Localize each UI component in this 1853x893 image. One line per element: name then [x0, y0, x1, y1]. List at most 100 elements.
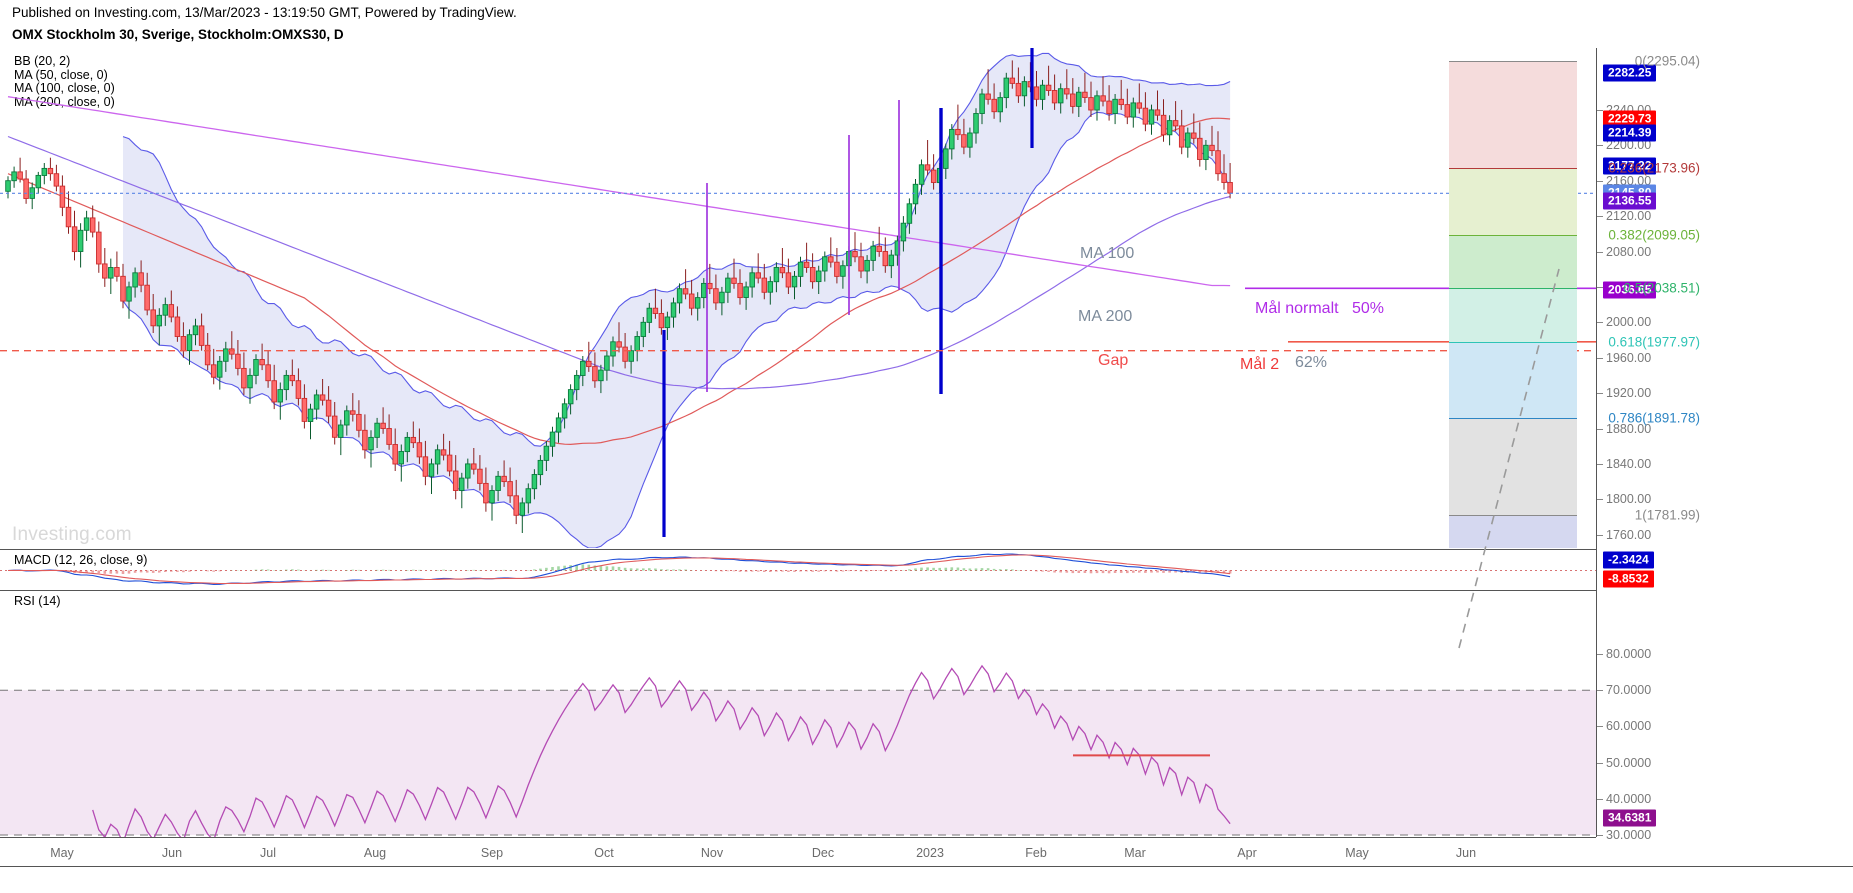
date-label: Feb: [1025, 846, 1047, 860]
axis-tick-label: 1800.00: [1606, 492, 1652, 507]
rsi-chart-svg: [0, 664, 1596, 837]
legend-item-ma50: MA (50, close, 0): [14, 67, 108, 82]
axis-tick: [1597, 251, 1603, 253]
macd-chart-svg: [0, 553, 1596, 586]
date-label: Apr: [1237, 846, 1257, 860]
mal2-label: Mål 2: [1240, 356, 1280, 373]
bb-mid-badge: 2177.22: [1603, 157, 1657, 174]
legend-item-ma100: MA (100, close, 0): [14, 81, 115, 96]
fib-618-line: [1449, 341, 1577, 343]
axis-tick: [1597, 428, 1603, 430]
rsi-axis-tick-label: 80.0000: [1606, 647, 1652, 661]
axis-tick-label: 1920.00: [1606, 386, 1652, 401]
axis-tick-label: 2120.00: [1606, 209, 1652, 224]
rsi-indicator-label: RSI (14): [14, 594, 61, 608]
date-axis[interactable]: May Jun Jul Aug Sep Oct Nov Dec 2023 Feb Mar Apr May…: [0, 837, 1596, 868]
date-label: May: [50, 846, 74, 860]
rsi-axis-tick-label: 50.0000: [1606, 755, 1652, 770]
date-label: Jun: [1455, 846, 1477, 860]
rsi-value-badge: 34.6381: [1603, 809, 1657, 827]
date-label: Jun: [161, 846, 183, 860]
fib-786-band: [1449, 418, 1577, 516]
fib-236-label: 0.236(2173.96): [1608, 160, 1700, 176]
date-label: May: [1345, 846, 1369, 860]
close-badge: 2229.73: [1603, 110, 1657, 128]
indicator-legend: BB (20, 2) MA (50, close, 0) MA (100, cl…: [14, 54, 115, 109]
fib-500-band: [1449, 288, 1577, 342]
fib-0-band: [1449, 61, 1577, 169]
axis-tick: [1597, 463, 1603, 465]
fib-382-label: 0.382(2099.05): [1608, 227, 1700, 243]
fib-618-band: [1449, 341, 1577, 419]
rsi-axis-tick: [1597, 654, 1603, 655]
fib-0-label: 0(2295.04): [1634, 53, 1700, 69]
legend-item-ma200: MA (200, close, 0): [14, 94, 115, 109]
price-chart-svg: [0, 48, 1596, 548]
bb-upper-badge: 2282.25: [1603, 64, 1657, 82]
watermark-suffix: .com: [89, 524, 132, 545]
fib-1-label: 1(1781.99): [1634, 507, 1700, 523]
fib-500-label: 0.5(2038.51): [1623, 280, 1700, 296]
legend-item-bb: BB (20, 2): [14, 54, 71, 68]
symbol-title: OMX Stockholm 30, Sverige, Stockholm:OMX…: [12, 27, 344, 42]
panel-separator-1: [0, 549, 1596, 550]
rsi-axis-tick-label: 30.0000: [1606, 828, 1652, 842]
axis-tick-label: 1880.00: [1606, 421, 1652, 436]
axis-tick-label: 2080.00: [1606, 244, 1652, 259]
fib-786-line: [1449, 418, 1577, 420]
investing-watermark: Investing.com: [12, 524, 132, 546]
axis-tick: [1597, 393, 1603, 395]
ma50-badge: 2214.39: [1603, 124, 1657, 142]
date-label: Mar: [1124, 846, 1146, 860]
mal-normalt-pct: 50%: [1352, 300, 1385, 317]
bottom-bar: [0, 866, 1853, 893]
rsi-axis-tick-label: 70.0000: [1606, 683, 1652, 698]
macd-panel[interactable]: [0, 551, 1596, 590]
fib-786-label: 0.786(1891.78): [1608, 410, 1700, 426]
axis-tick: [1597, 534, 1603, 536]
fib-1-line: [1449, 515, 1577, 517]
rsi-axis-tick: [1597, 762, 1603, 764]
axis-tick: [1597, 109, 1603, 111]
fib-236-band: [1449, 168, 1577, 235]
fib-382-line: [1449, 234, 1577, 236]
ma100-badge: 2136.55: [1603, 192, 1657, 210]
fib-382-band: [1449, 234, 1577, 289]
date-label: Dec: [811, 846, 835, 860]
date-label: 2023: [916, 846, 944, 860]
axis-tick-label: 1840.00: [1606, 456, 1652, 471]
macd-signal-badge: -8.8532: [1603, 570, 1654, 588]
ma200-badge: 2036.65: [1603, 281, 1657, 299]
watermark-main: Investing: [12, 524, 90, 545]
panel-separator-2: [0, 590, 1596, 591]
fib-1-band: [1449, 515, 1577, 548]
rsi-axis-tick-label: 60.0000: [1606, 719, 1652, 734]
axis-tick: [1597, 216, 1603, 218]
rsi-axis-tick-label: 40.0000: [1606, 791, 1652, 806]
ma100-label: MA 100: [1080, 245, 1135, 262]
price-panel[interactable]: [0, 48, 1596, 548]
axis-tick: [1597, 286, 1603, 288]
fib-500-line: [1449, 288, 1577, 290]
axis-tick-label: 2200.00: [1606, 138, 1652, 153]
rsi-panel[interactable]: [0, 592, 1596, 837]
date-label: Aug: [363, 846, 387, 860]
macd-line-badge: -2.3424: [1603, 551, 1654, 569]
gap-label: Gap: [1098, 352, 1129, 369]
fib-0-line: [1449, 61, 1577, 63]
date-label: Nov: [700, 846, 724, 860]
mal2-pct: 62%: [1295, 354, 1328, 371]
ma200-label: MA 200: [1078, 308, 1133, 325]
axis-tick-label: 1960.00: [1606, 350, 1652, 365]
fib-236-line: [1449, 168, 1577, 170]
axis-tick: [1597, 180, 1603, 182]
macd-indicator-label: MACD (12, 26, close, 9): [14, 553, 148, 567]
fib-618-label: 0.618(1977.97): [1608, 334, 1700, 350]
price-axis[interactable]: 0(2295.04) 0.236(2173.96) 0.382(2099.05) 0.…: [1449, 48, 1853, 842]
rsi-axis-tick: [1597, 835, 1603, 836]
date-label: Sep: [480, 846, 504, 860]
axis-tick-label: 1760.00: [1606, 527, 1652, 542]
date-label: Oct: [594, 846, 614, 860]
mal-normalt-label: Mål normalt: [1255, 300, 1339, 317]
